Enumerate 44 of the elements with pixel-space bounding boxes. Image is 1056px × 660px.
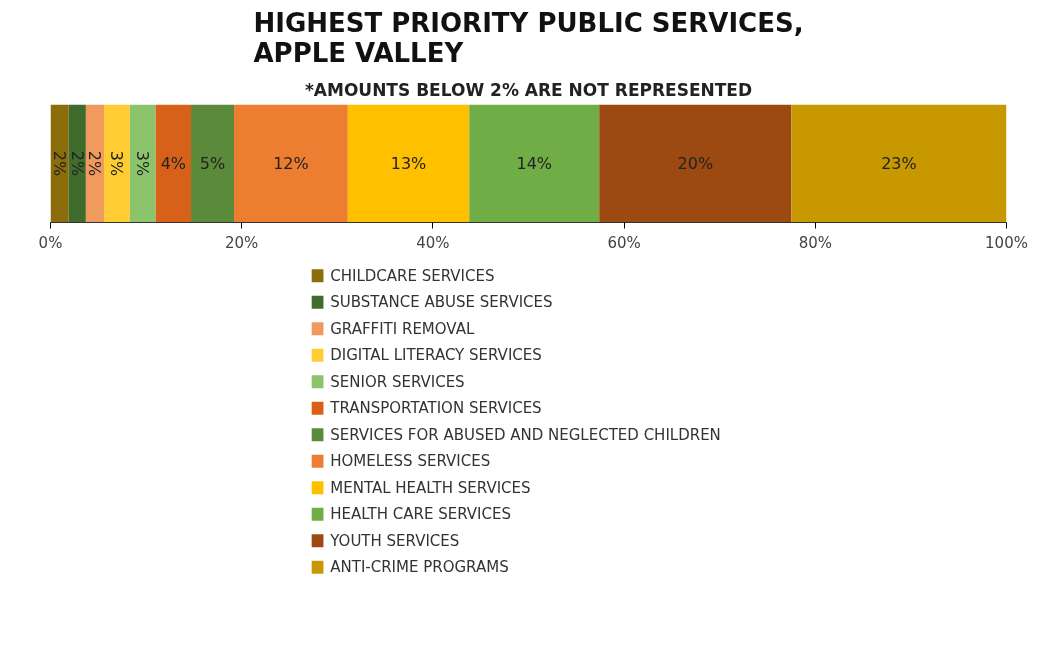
data-label: 12% [273,154,309,173]
legend-label: MENTAL HEALTH SERVICES [330,478,531,497]
x-tick-label: 20% [225,233,259,252]
bar [234,104,348,223]
data-label: 13% [390,154,427,173]
x-tick-label: 80% [798,233,832,252]
bar [50,104,69,223]
x-tick-label: 100% [985,233,1028,252]
data-label: 2% [50,150,70,177]
legend-label: SERVICES FOR ABUSED AND NEGLECTED CHILDREN [330,425,721,444]
data-label: 23% [881,154,917,173]
x-tick-label: 0% [38,233,63,252]
legend-label: ANTI-CRIME PROGRAMS [330,558,509,577]
legend-label: HEALTH CARE SERVICES [330,505,511,524]
bar [129,104,156,223]
bar [85,104,105,223]
legend-label: TRANSPORTATION SERVICES [329,399,542,418]
x-tick-label: 60% [607,233,641,252]
data-label: 4% [160,154,187,173]
bar [104,104,130,223]
bar [599,104,792,223]
legend-label: SUBSTANCE ABUSE SERVICES [330,293,553,312]
bar [155,104,192,223]
data-label: 2% [67,150,87,177]
bar [469,104,600,223]
legend-label: SENIOR SERVICES [330,372,465,391]
legend-label: YOUTH SERVICES [329,531,460,550]
chart-title: HIGHEST PRIORITY PUBLIC SERVICES, APPLE VALLEY [253,7,804,68]
bar [347,104,470,223]
data-label: 3% [133,150,153,177]
data-label: 2% [85,150,105,177]
data-label: 20% [677,154,714,173]
bar [791,104,1007,223]
chart-subtitle: *AMOUNTS BELOW 2% ARE NOT REPRESENTED [304,79,753,100]
x-tick-label: 40% [416,233,450,252]
legend-label: DIGITAL LITERACY SERVICES [330,346,542,365]
bar [191,104,235,223]
data-label: 5% [199,154,226,173]
bar [68,104,86,223]
legend-label: CHILDCARE SERVICES [330,266,495,285]
data-label: 14% [516,154,553,173]
data-label: 3% [107,150,127,177]
legend-label: GRAFFITI REMOVAL [330,319,475,338]
legend-label: HOMELESS SERVICES [330,452,491,471]
